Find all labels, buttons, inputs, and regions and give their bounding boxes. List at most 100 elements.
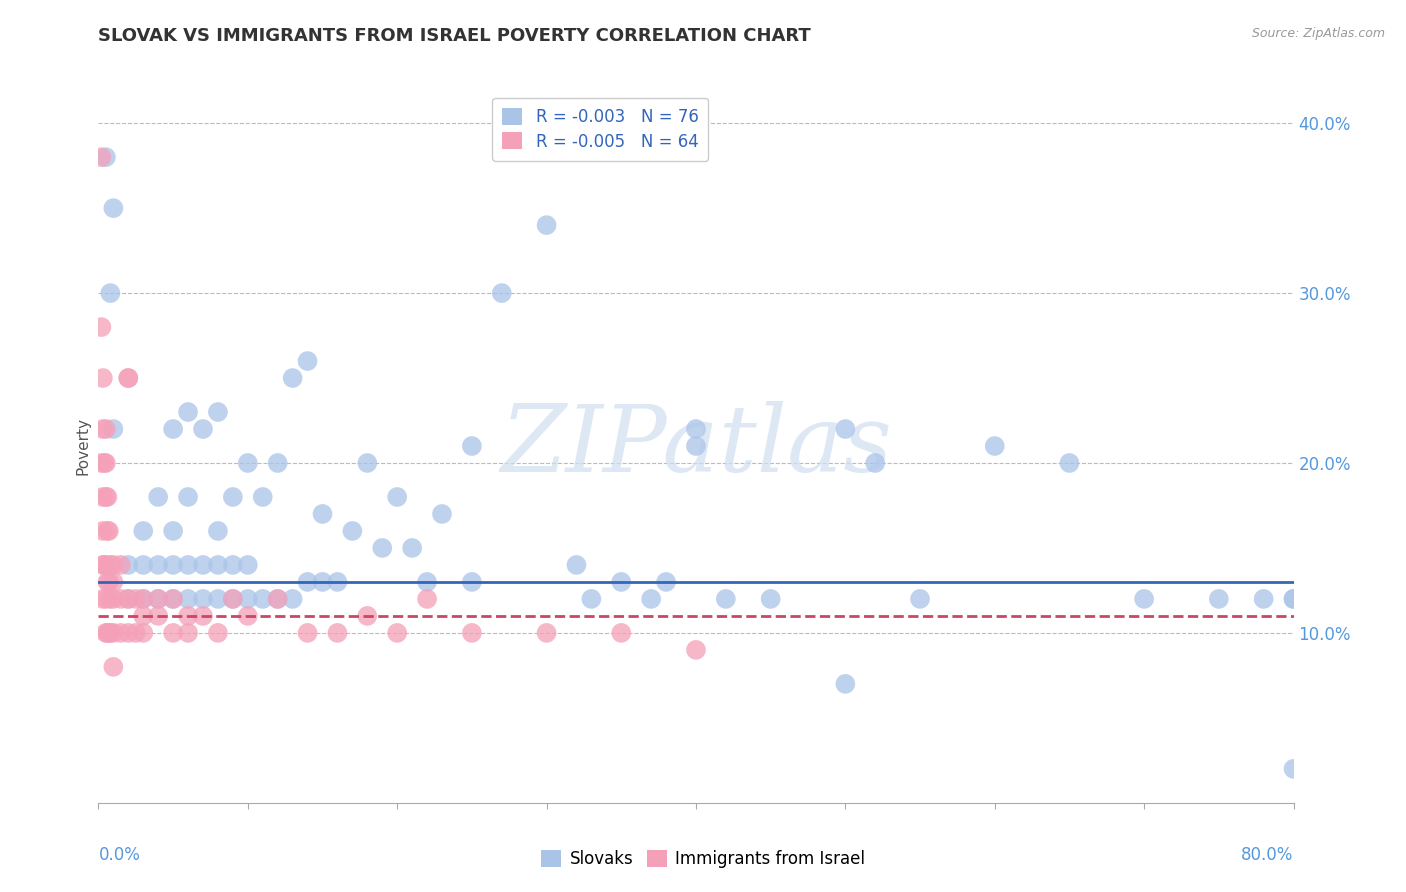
Point (236, 608, 259, 623)
Point (461, 439, 484, 453)
Point (1059, 456, 1081, 470)
Point (491, 286, 513, 301)
Point (536, 218, 558, 232)
Point (865, 456, 887, 470)
Point (908, 591, 931, 606)
Point (117, 591, 139, 606)
Point (148, 591, 170, 606)
Point (103, 201, 125, 215)
Point (207, 591, 229, 606)
Point (430, 507, 453, 521)
Point (1282, 762, 1305, 776)
Point (162, 422, 184, 436)
Point (148, 490, 170, 504)
Point (311, 574, 333, 589)
Point (610, 574, 633, 589)
Point (91, 490, 114, 504)
Point (297, 574, 319, 589)
Point (177, 591, 200, 606)
Point (125, 591, 148, 606)
Point (342, 524, 364, 538)
Point (610, 626, 633, 640)
Point (759, 591, 782, 606)
Point (91, 524, 114, 538)
Point (416, 591, 439, 606)
Point (207, 524, 229, 538)
Point (281, 591, 304, 606)
Point (297, 626, 319, 640)
Point (91, 558, 114, 572)
Point (236, 558, 259, 572)
Point (103, 591, 125, 606)
Point (356, 456, 378, 470)
Point (103, 558, 125, 572)
Legend: Slovaks, Immigrants from Israel: Slovaks, Immigrants from Israel (534, 843, 872, 875)
Point (222, 490, 245, 504)
Point (1282, 591, 1305, 606)
Point (94, 456, 117, 470)
Point (91, 591, 114, 606)
Point (385, 490, 409, 504)
Text: 80.0%: 80.0% (1241, 846, 1294, 863)
Point (97, 524, 120, 538)
Text: SLOVAK VS IMMIGRANTS FROM ISRAEL POVERTY CORRELATION CHART: SLOVAK VS IMMIGRANTS FROM ISRAEL POVERTY… (98, 27, 811, 45)
Point (207, 626, 229, 640)
Point (148, 608, 170, 623)
Point (96, 626, 118, 640)
Point (162, 524, 184, 538)
Point (191, 591, 214, 606)
Point (461, 626, 484, 640)
Point (91, 422, 114, 436)
Point (207, 558, 229, 572)
Point (93, 456, 115, 470)
Point (132, 591, 155, 606)
Point (94, 422, 117, 436)
Point (103, 574, 125, 589)
Point (385, 626, 409, 640)
Point (132, 608, 155, 623)
Point (110, 626, 132, 640)
Text: Source: ZipAtlas.com: Source: ZipAtlas.com (1251, 27, 1385, 40)
Point (685, 422, 707, 436)
Point (1208, 591, 1230, 606)
Point (132, 558, 155, 572)
Text: ZIPatlas: ZIPatlas (501, 401, 891, 491)
Point (97, 626, 120, 640)
Point (132, 591, 155, 606)
Point (177, 626, 200, 640)
Point (207, 405, 229, 419)
Point (1253, 591, 1275, 606)
Point (162, 626, 184, 640)
Point (177, 608, 200, 623)
Point (94, 150, 117, 164)
Point (252, 490, 274, 504)
Point (90, 456, 112, 470)
Point (162, 558, 184, 572)
Legend: R = -0.003   N = 76, R = -0.005   N = 64: R = -0.003 N = 76, R = -0.005 N = 64 (492, 97, 709, 161)
Point (281, 371, 304, 385)
Point (97, 574, 120, 589)
Point (162, 591, 184, 606)
Point (90, 150, 112, 164)
Point (222, 558, 245, 572)
Point (461, 574, 484, 589)
Point (236, 456, 259, 470)
Point (177, 405, 200, 419)
Point (103, 626, 125, 640)
Point (125, 626, 148, 640)
Point (96, 574, 118, 589)
Point (252, 591, 274, 606)
Point (100, 626, 122, 640)
Point (91, 371, 114, 385)
Point (191, 558, 214, 572)
Point (132, 626, 155, 640)
Point (297, 354, 319, 368)
Point (565, 558, 588, 572)
Point (117, 371, 139, 385)
Point (177, 490, 200, 504)
Point (191, 422, 214, 436)
Point (640, 591, 662, 606)
Point (984, 439, 1007, 453)
Point (834, 677, 856, 691)
Point (93, 558, 115, 572)
